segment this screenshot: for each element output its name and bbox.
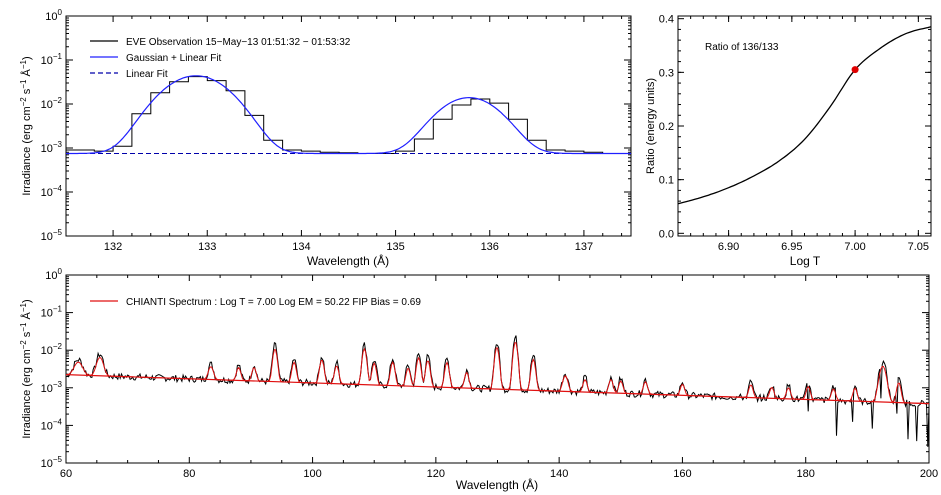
x-tick-label: 6.95 (781, 241, 802, 253)
y-tick-label: 10−1 (41, 305, 63, 320)
legend-label: Gaussian + Linear Fit (126, 53, 222, 64)
legend-label: EVE Observation 15−May−13 01:51:32 − 01:… (126, 37, 351, 48)
series-gaussian-fit (66, 75, 631, 155)
panel-full-spectrum: 60 80 100 120 140 160 180 200 100 10−1 10−2 10−3 10−… (19, 267, 938, 492)
y-tick-label: 10−4 (41, 417, 63, 432)
series-eve-observation (66, 76, 632, 155)
y-axis-label: Irradiance (erg cm−2 s−1 Å−1) (19, 56, 33, 195)
series-group (66, 75, 632, 155)
ratio-marker-point (851, 66, 859, 74)
series-ratio-curve (677, 26, 932, 205)
axis-ticks: 6.90 6.95 7.00 7.05 0.0 0.1 0.2 0.3 0.4 (659, 14, 932, 253)
x-tick-label: 160 (673, 468, 691, 480)
panel-ratio: 6.90 6.95 7.00 7.05 0.0 0.1 0.2 0.3 0.4 Ratio of… (645, 14, 932, 268)
x-tick-label: 135 (386, 241, 404, 253)
y-tick-label: 10−2 (41, 96, 63, 111)
legend-label: Linear Fit (126, 69, 168, 80)
x-tick-label: 6.90 (718, 241, 739, 253)
x-tick-label: 100 (303, 468, 321, 480)
y-tick-label: 10−3 (41, 140, 63, 155)
y-tick-label: 0.1 (659, 175, 674, 187)
x-axis-label: Wavelength (Å) (456, 477, 538, 492)
x-tick-label: 7.00 (844, 241, 865, 253)
x-tick-label: 140 (550, 468, 568, 480)
series-group (65, 335, 930, 447)
series-continuum-fit (65, 374, 930, 405)
y-axis-label: Irradiance (erg cm−2 s−1 Å−1) (19, 299, 33, 438)
y-tick-label: 10−2 (41, 342, 63, 357)
legend: CHIANTI Spectrum : Log T = 7.00 Log EM =… (90, 297, 421, 308)
x-tick-label: 137 (575, 241, 593, 253)
y-tick-label: 100 (45, 267, 62, 282)
x-tick-label: 180 (797, 468, 815, 480)
y-tick-label: 0.4 (659, 14, 674, 26)
panel-line-profile: 132 133 134 135 136 137 100 10−1 10−2 10−3 10−4 10−… (19, 8, 632, 268)
y-tick-label: 0.2 (659, 121, 674, 133)
plot-frame (65, 15, 632, 237)
axis-ticks: 60 80 100 120 140 160 180 200 100 10−1 10−2 10−3 10−… (41, 267, 939, 480)
series-eve-spectrum (65, 335, 930, 447)
legend-label: CHIANTI Spectrum : Log T = 7.00 Log EM =… (126, 297, 421, 308)
y-tick-label: 0.3 (659, 67, 674, 79)
series-chianti-spectrum (65, 342, 929, 405)
y-tick-label: 10−5 (41, 455, 63, 470)
x-tick-label: 136 (481, 241, 499, 253)
series-group (677, 26, 932, 205)
x-axis-label: Wavelength (Å) (307, 253, 389, 268)
x-tick-label: 7.05 (908, 241, 929, 253)
x-tick-label: 132 (104, 241, 122, 253)
legend: EVE Observation 15−May−13 01:51:32 − 01:… (90, 37, 351, 80)
y-tick-label: 10−1 (41, 52, 63, 67)
y-tick-label: 10−5 (41, 228, 63, 243)
x-tick-label: 133 (198, 241, 216, 253)
axis-ticks: 132 133 134 135 136 137 100 10−1 10−2 10−3 10−4 10−… (41, 8, 631, 253)
x-tick-label: 60 (60, 468, 72, 480)
y-tick-label: 0.0 (659, 228, 674, 240)
x-tick-label: 80 (183, 468, 195, 480)
y-tick-label: 10−4 (41, 184, 63, 199)
x-tick-label: 120 (427, 468, 445, 480)
ratio-annotation: Ratio of 136/133 (705, 42, 779, 53)
x-axis-label: Log T (790, 254, 821, 268)
x-tick-label: 200 (920, 468, 938, 480)
y-tick-label: 10−3 (41, 380, 63, 395)
y-tick-label: 100 (45, 8, 62, 23)
y-axis-label: Ratio (energy units) (645, 78, 657, 174)
x-tick-label: 134 (292, 241, 310, 253)
